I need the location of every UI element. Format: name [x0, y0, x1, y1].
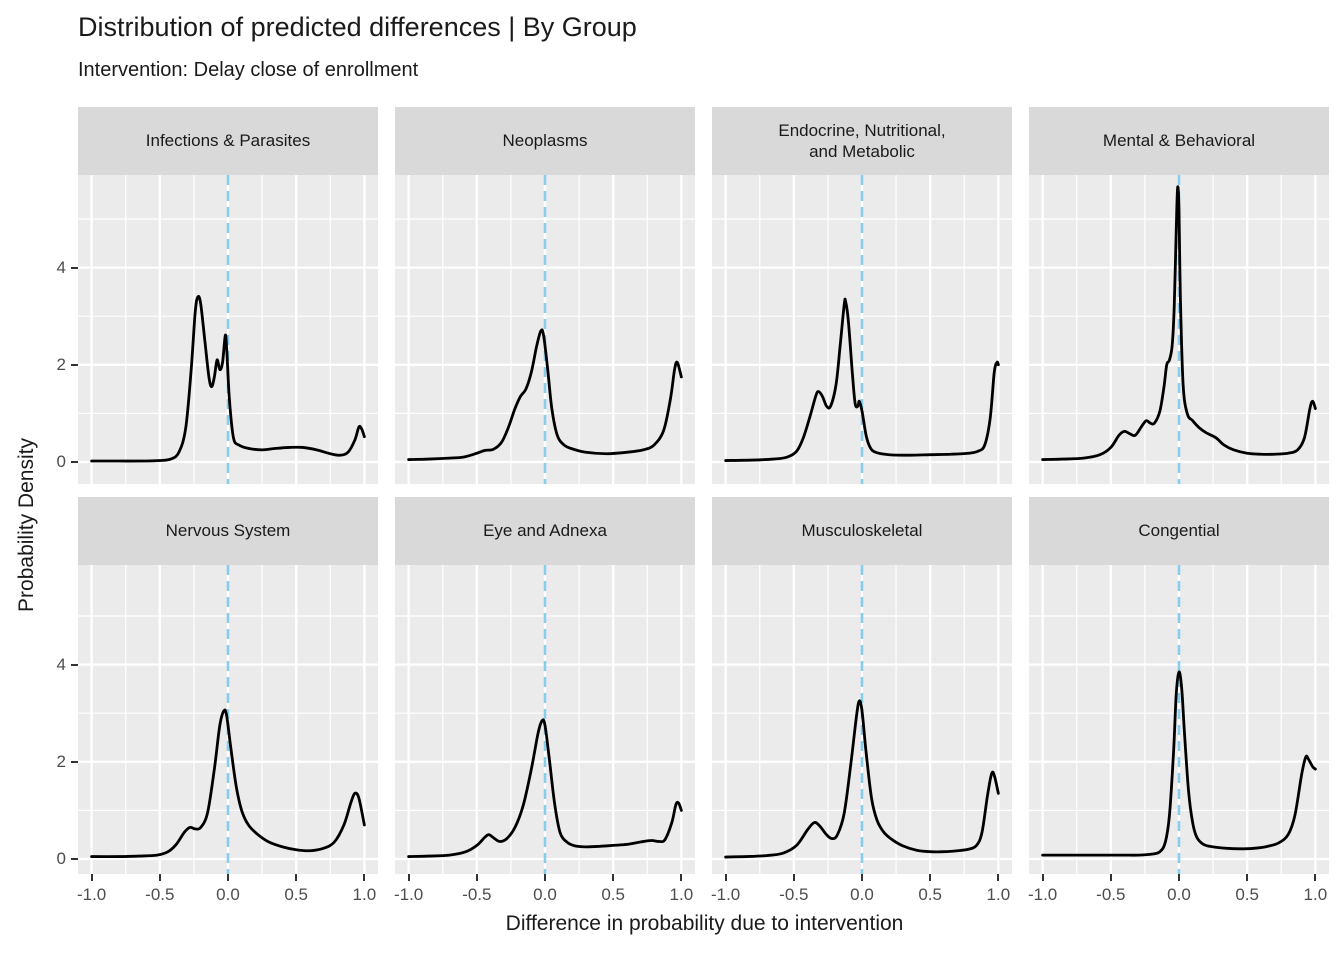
x-tick-label: 1.0	[669, 885, 694, 904]
y-axis-tick	[71, 363, 78, 366]
facet-strip: Musculoskeletal	[712, 497, 1012, 565]
x-axis-tick	[1246, 874, 1249, 881]
x-axis-tick	[724, 874, 727, 881]
x-tick-label: -1.0	[710, 885, 741, 904]
facet-strip-label: Nervous System	[165, 521, 291, 541]
x-axis-tick	[1178, 874, 1180, 881]
density-curve	[1041, 185, 1317, 461]
density-curve	[407, 328, 683, 461]
facet-strip-label: Endocrine, Nutritional, and Metabolic	[778, 120, 946, 161]
x-tick-label: 1.0	[1303, 885, 1328, 904]
facet-nervous-system: Nervous System	[78, 497, 378, 874]
x-tick-label: 0.5	[284, 885, 308, 904]
y-axis-tick	[71, 760, 78, 763]
x-tick-label: -1.0	[76, 885, 107, 904]
facet-strip-label: Infections & Parasites	[145, 131, 311, 151]
facet-strip-label: Neoplasms	[502, 131, 588, 151]
facet-strip: Endocrine, Nutritional, and Metabolic	[712, 107, 1012, 175]
facet-strip-label: Eye and Adnexa	[483, 521, 607, 541]
density-curve	[1041, 670, 1317, 857]
x-axis-tick	[612, 874, 615, 881]
x-tick-label: 1.0	[986, 885, 1011, 904]
y-tick-label: 2	[56, 751, 66, 771]
x-axis-tick	[680, 874, 683, 881]
x-tick-label: -1.0	[393, 885, 424, 904]
density-curve	[407, 718, 683, 858]
x-axis-tick	[792, 874, 795, 881]
y-axis-tick	[71, 663, 78, 666]
facet-strip-label: Mental & Behavioral	[1102, 131, 1256, 151]
facet-panel	[1029, 565, 1329, 874]
x-tick-label: 0.5	[918, 885, 942, 904]
x-axis-tick	[1041, 874, 1044, 881]
x-tick-label: 0.5	[1235, 885, 1259, 904]
x-axis-tick	[544, 874, 546, 881]
y-axis-tick	[71, 266, 78, 269]
facet-strip: Congential	[1029, 497, 1329, 565]
y-axis-tick	[71, 858, 78, 860]
facet-strip: Mental & Behavioral	[1029, 107, 1329, 175]
density-curve	[724, 297, 1000, 462]
x-tick-label: 0.0	[216, 885, 240, 904]
facet-congential: Congential	[1029, 497, 1329, 874]
facet-panel	[395, 565, 695, 874]
facet-panel	[78, 175, 378, 484]
x-tick-label: -0.5	[1096, 885, 1126, 904]
y-tick-label: 0	[56, 452, 66, 471]
x-tick-label: 0.0	[850, 885, 874, 904]
y-tick-label: 0	[56, 849, 66, 868]
x-axis-tick	[90, 874, 93, 881]
facet-neoplasms: Neoplasms	[395, 107, 695, 484]
density-curve	[90, 294, 366, 463]
x-axis-tick	[227, 874, 229, 881]
facet-strip: Infections & Parasites	[78, 107, 378, 175]
chart-title: Distribution of predicted differences | …	[78, 12, 637, 42]
x-axis-tick	[1109, 874, 1112, 881]
x-axis-tick	[363, 874, 366, 881]
x-tick-label: -1.0	[1027, 885, 1058, 904]
facet-strip-label: Musculoskeletal	[801, 521, 923, 541]
facet-strip: Eye and Adnexa	[395, 497, 695, 565]
y-tick-label: 4	[56, 257, 66, 277]
x-tick-label: 0.0	[1167, 885, 1191, 904]
y-axis-tick	[71, 461, 78, 463]
x-tick-label: 0.0	[533, 885, 557, 904]
x-tick-label: 1.0	[352, 885, 377, 904]
facet-panel	[395, 175, 695, 484]
y-tick-label: 2	[56, 354, 66, 374]
chart-subtitle: Intervention: Delay close of enrollment	[78, 59, 419, 81]
facet-mental-behavioral: Mental & Behavioral	[1029, 107, 1329, 484]
facet-panel	[1029, 175, 1329, 484]
y-tick-label: 4	[56, 654, 66, 674]
x-tick-label: -0.5	[145, 885, 175, 904]
facet-endocrine-nutritional-metabolic: Endocrine, Nutritional, and Metabolic	[712, 107, 1012, 484]
x-axis-title: Difference in probability due to interve…	[505, 912, 904, 935]
facet-strip: Neoplasms	[395, 107, 695, 175]
x-axis-tick	[929, 874, 932, 881]
facet-eye-adnexa: Eye and Adnexa	[395, 497, 695, 874]
density-curve	[90, 708, 366, 859]
x-axis-tick	[295, 874, 298, 881]
facet-strip: Nervous System	[78, 497, 378, 565]
x-axis-tick	[407, 874, 410, 881]
x-axis-tick	[158, 874, 161, 881]
facet-infections-parasites: Infections & Parasites	[78, 107, 378, 484]
facet-panel	[712, 565, 1012, 874]
x-axis-tick	[997, 874, 1000, 881]
x-tick-label: -0.5	[779, 885, 809, 904]
density-curve	[724, 699, 1000, 859]
facet-musculoskeletal: Musculoskeletal	[712, 497, 1012, 874]
facet-panel	[712, 175, 1012, 484]
x-axis-tick	[861, 874, 863, 881]
x-axis-tick	[475, 874, 478, 881]
x-axis-tick	[1314, 874, 1317, 881]
facet-strip-label: Congential	[1138, 521, 1220, 541]
x-tick-label: 0.5	[601, 885, 625, 904]
x-tick-label: -0.5	[462, 885, 492, 904]
facet-panel	[78, 565, 378, 874]
